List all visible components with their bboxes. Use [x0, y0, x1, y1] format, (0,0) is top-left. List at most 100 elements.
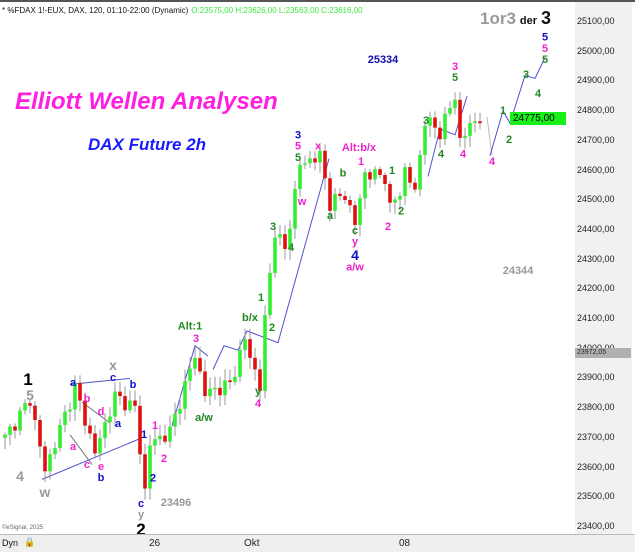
candle-body — [298, 164, 302, 190]
time-axis[interactable]: Dyn 🔒 26 Okt 08 — [0, 534, 635, 552]
candle-body — [448, 108, 452, 114]
candle — [288, 220, 292, 261]
candle — [203, 360, 207, 402]
wave-label: c — [138, 498, 144, 510]
candle-body — [363, 172, 367, 199]
candle-body — [233, 376, 237, 383]
candle — [338, 188, 342, 201]
candle — [83, 392, 87, 435]
wave-degree-note: 1or3 der 3 — [480, 8, 551, 31]
dynamic-mode-label[interactable]: Dyn — [2, 538, 19, 548]
candle-body — [238, 350, 242, 377]
wave-label: b — [340, 168, 347, 180]
candle-body — [263, 315, 267, 392]
candle — [128, 390, 132, 414]
candle — [108, 407, 112, 434]
candle-body — [3, 434, 7, 438]
candle — [393, 196, 397, 214]
wave-label: 2 — [398, 206, 404, 218]
candle-body — [213, 387, 217, 390]
candle — [428, 111, 432, 137]
candle — [443, 106, 447, 146]
candle — [93, 425, 97, 457]
price-tick-label: 23800,00 — [577, 402, 615, 413]
candle — [123, 386, 127, 417]
candle — [368, 168, 372, 188]
candle — [423, 120, 427, 165]
symbol-info: * %FDAX 1!-EUX, DAX, 120, 01:10-22:00 (D… — [2, 6, 189, 15]
wave-label: 2 — [150, 473, 156, 485]
wave-label: a — [70, 377, 77, 389]
candle — [188, 357, 192, 391]
candle — [68, 402, 72, 422]
price-axis[interactable]: 25100,00 25000,00 24900,00 24800,00 24700,00… — [575, 2, 632, 534]
price-tick-label: 24000,00 — [577, 343, 615, 354]
wave-label: w — [39, 484, 51, 500]
candle — [398, 192, 402, 211]
wave-label: Alt:b/x — [342, 142, 377, 154]
candle-body — [428, 117, 432, 126]
candle — [208, 377, 212, 406]
candle-body — [53, 448, 57, 455]
candle — [348, 195, 352, 213]
candle — [383, 172, 387, 192]
candle — [3, 432, 7, 450]
candle — [18, 406, 22, 436]
wave-label: c — [110, 372, 116, 384]
candle — [58, 418, 62, 452]
candle — [413, 177, 417, 193]
candle — [38, 415, 42, 458]
wave-label: 2 — [269, 322, 275, 334]
lock-icon[interactable]: 🔒 — [24, 537, 36, 547]
candle-body — [398, 196, 402, 200]
wave-projection-line — [489, 57, 546, 156]
price-tick-label: 23500,00 — [577, 491, 615, 502]
wave-label: 4 — [255, 398, 262, 410]
candle-body — [38, 420, 42, 447]
candle — [283, 225, 287, 260]
candle-body — [313, 158, 317, 163]
time-tick-label: 26 — [149, 538, 161, 549]
candle-body — [443, 113, 447, 140]
candle-body — [198, 358, 202, 372]
wave-note-c: 3 — [541, 8, 552, 28]
candle — [78, 375, 82, 412]
candle-body — [128, 400, 132, 411]
candle-body — [208, 388, 212, 397]
candle-body — [8, 426, 12, 435]
candle-body — [323, 150, 327, 179]
wave-label: a/w — [195, 412, 213, 424]
candle — [238, 339, 242, 383]
candle-body — [338, 193, 342, 197]
wave-label: 4 — [288, 242, 295, 254]
candle-body — [303, 163, 307, 165]
candle-body — [193, 358, 197, 369]
candle-body — [253, 357, 257, 370]
wave-label: 2 — [161, 453, 167, 465]
candle — [253, 347, 257, 381]
price-tick-label: 24200,00 — [577, 283, 615, 294]
candle-body — [118, 391, 122, 397]
candle — [328, 172, 332, 222]
candle-body — [123, 396, 127, 411]
candle-body — [283, 234, 287, 249]
time-tick-label: 08 — [399, 538, 411, 549]
candle-body — [48, 454, 52, 472]
candle — [118, 381, 122, 406]
candle — [133, 390, 137, 413]
candle-body — [178, 408, 182, 414]
wave-label: 3 — [193, 333, 199, 345]
candle — [258, 359, 262, 402]
candle-body — [63, 411, 67, 426]
candle-body — [278, 234, 282, 238]
candle — [323, 144, 327, 190]
candle — [478, 112, 482, 130]
candle — [13, 423, 17, 439]
wave-label: 1 — [358, 156, 364, 168]
candle — [373, 166, 377, 185]
wave-label: 5 — [452, 72, 458, 84]
candle — [333, 188, 337, 219]
candle — [103, 413, 107, 448]
candle — [228, 369, 232, 390]
